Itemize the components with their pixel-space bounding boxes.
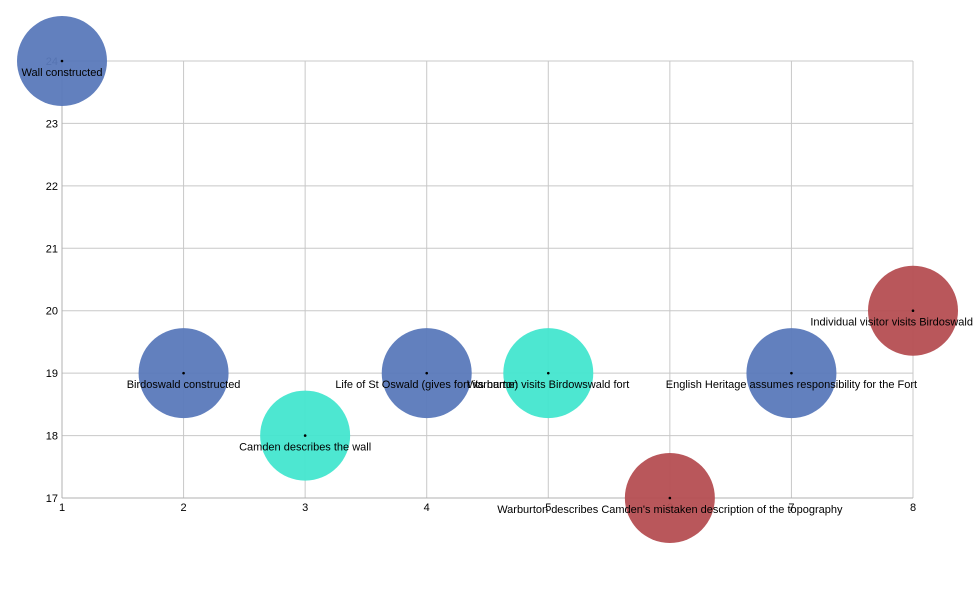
tick-labels: 123456781718192021222324 (46, 56, 916, 514)
grid-layer (61, 60, 914, 499)
bubble-center-dot-7 (911, 309, 915, 313)
y-tick-label-23: 23 (46, 118, 58, 130)
x-tick-label-8: 8 (910, 502, 916, 514)
bubble-label-3: Life of St Oswald (gives fort its name) (335, 379, 518, 391)
bubble-label-4: Warburton visits Birdowswald fort (467, 379, 629, 391)
bubble-center-dot-3 (425, 371, 429, 375)
bubble-center-dot-2 (303, 434, 307, 437)
bubble-center-dot-1 (182, 371, 185, 375)
bubble-label-5: Warburton describes Camden's mistaken de… (497, 504, 843, 516)
x-tick-label-3: 3 (302, 502, 308, 514)
bubble-center-dot-0 (60, 59, 64, 63)
bubble-layer (17, 16, 958, 543)
bubble-label-7: Individual visitor visits Birdoswald (810, 317, 973, 329)
bubble-label-2: Camden describes the wall (239, 442, 371, 454)
axis-layer (61, 61, 913, 499)
bubble-center-dot-5 (668, 496, 672, 500)
y-tick-label-18: 18 (46, 431, 58, 443)
y-tick-label-17: 17 (46, 493, 58, 505)
x-tick-label-4: 4 (424, 502, 430, 514)
y-tick-label-22: 22 (46, 181, 58, 193)
bubble-label-6: English Heritage assumes responsibility … (666, 379, 917, 391)
bubble-label-1: Birdoswald constructed (127, 379, 241, 391)
y-tick-label-21: 21 (46, 243, 58, 255)
y-tick-label-20: 20 (46, 306, 58, 318)
bubble-label-0: Wall constructed (22, 67, 103, 79)
x-tick-label-7: 7 (788, 502, 794, 514)
bubble-center-dot-4 (546, 371, 550, 375)
x-tick-label-5: 5 (545, 502, 551, 514)
x-tick-label-2: 2 (181, 502, 187, 514)
bubble-center-dot-6 (790, 371, 793, 375)
x-tick-label-1: 1 (59, 502, 65, 514)
bubble-labels: Wall constructed Birdoswald constructed Ca… (22, 67, 973, 516)
y-tick-label-19: 19 (46, 368, 58, 380)
